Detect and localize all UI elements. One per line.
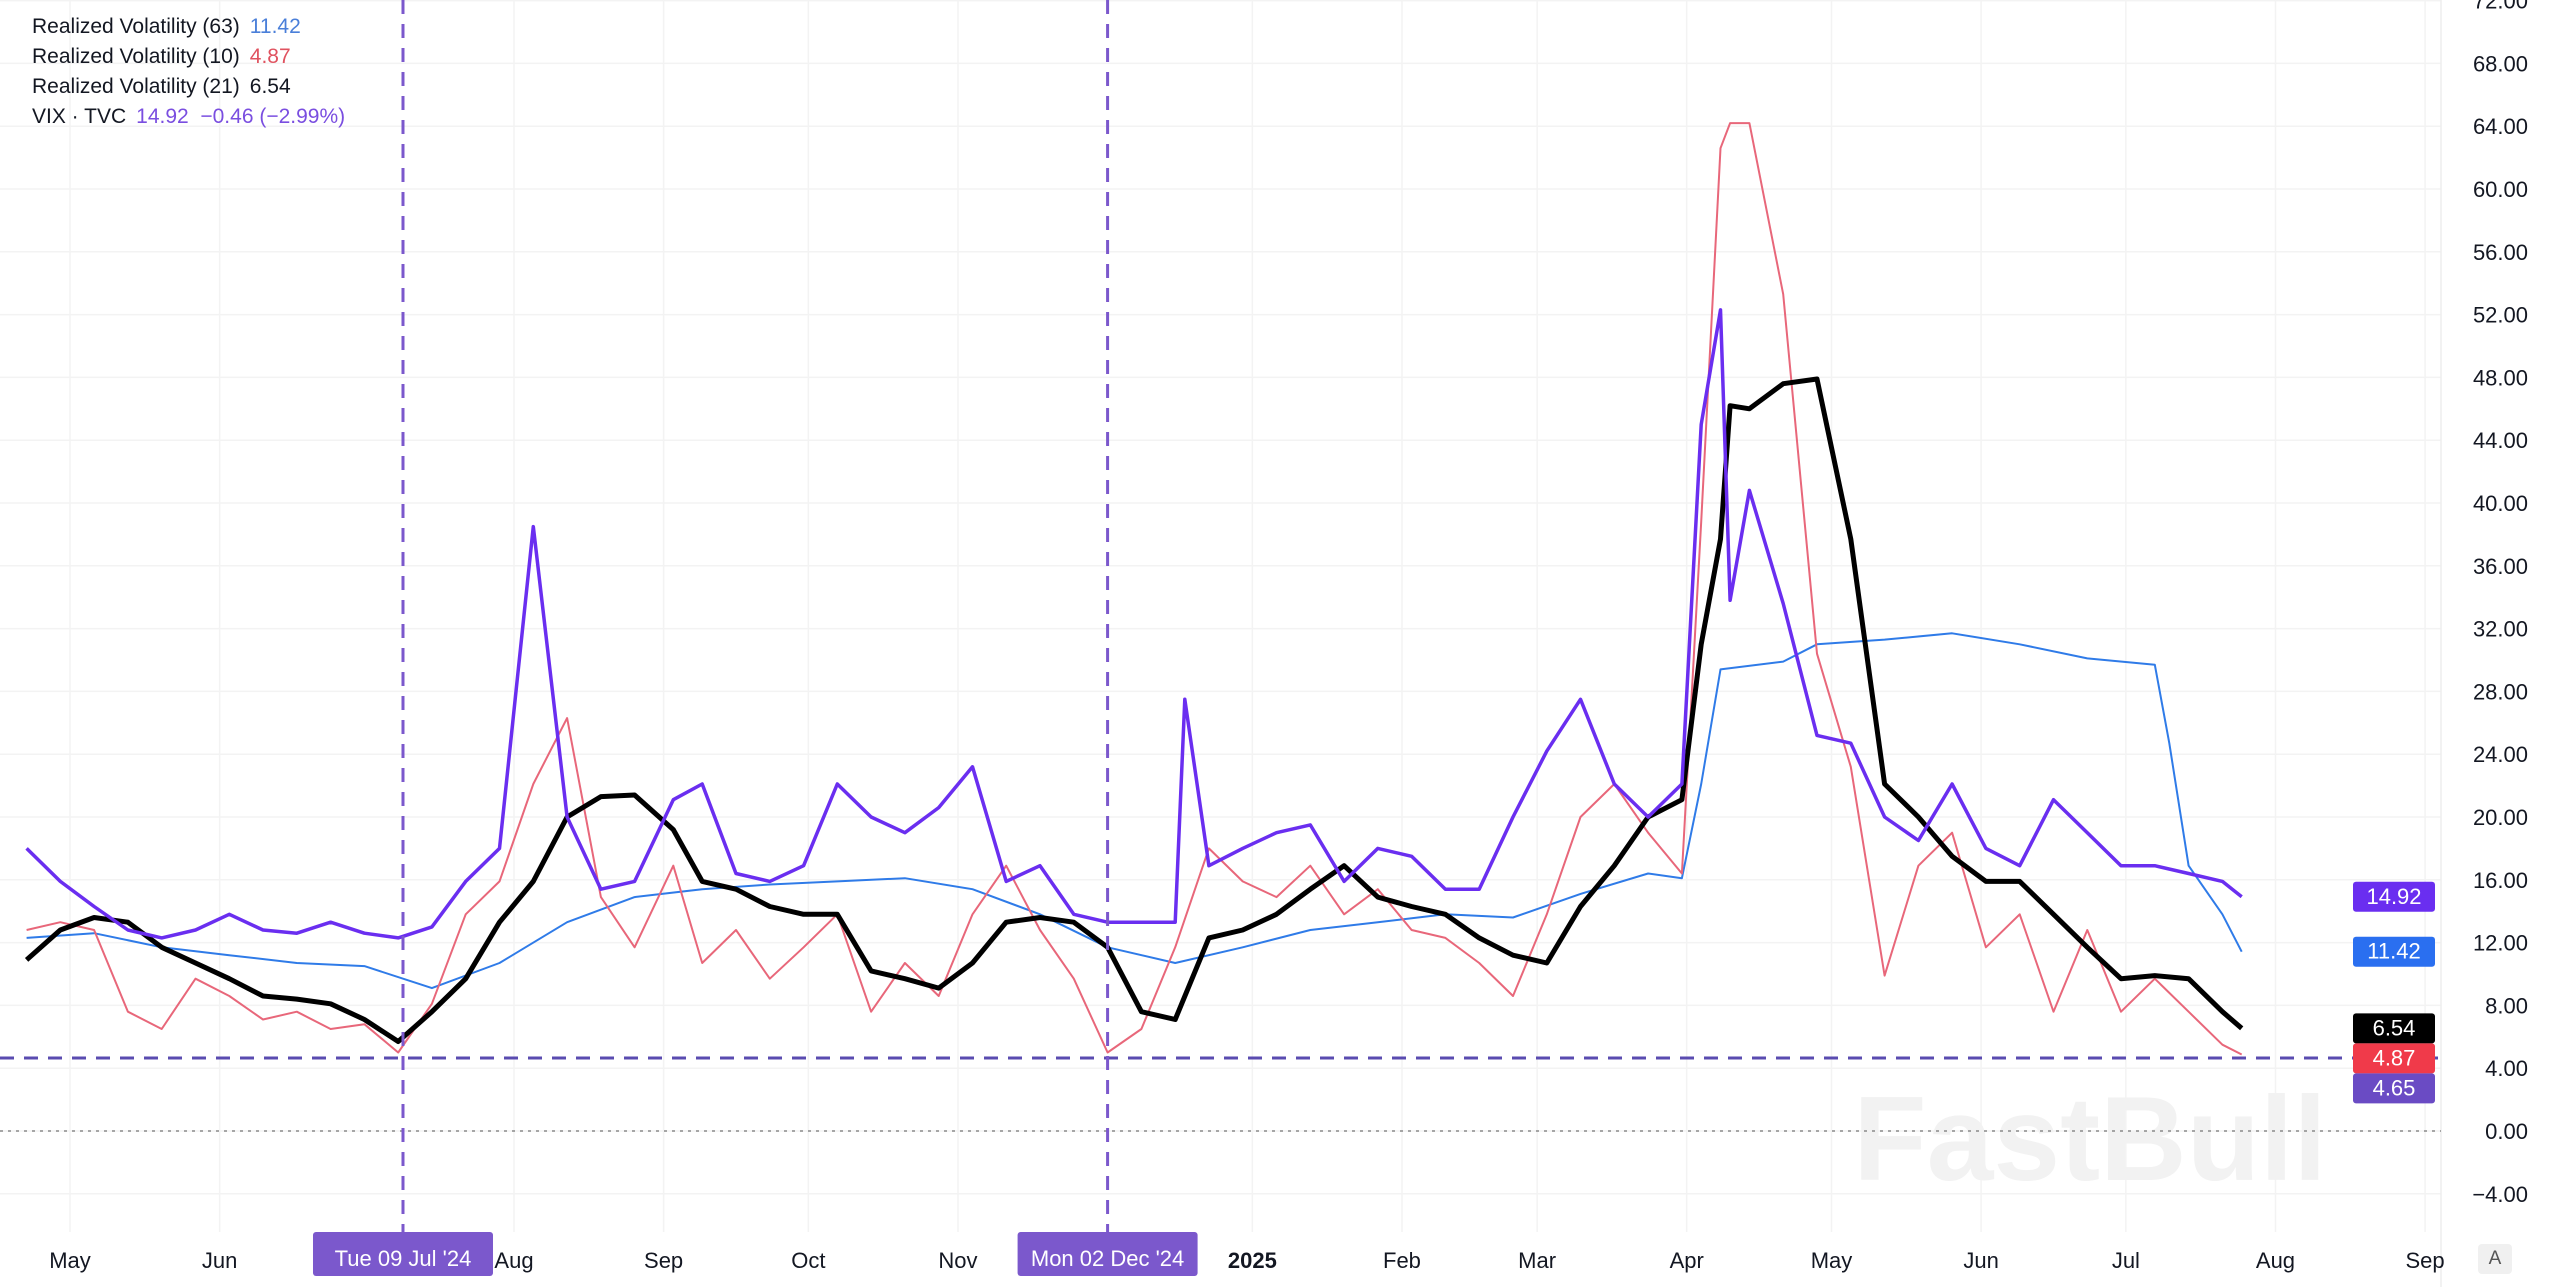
y-tick-label: 56.00 bbox=[2473, 240, 2528, 265]
price-badge bbox=[2353, 881, 2435, 912]
y-tick-label: 20.00 bbox=[2473, 805, 2528, 830]
legend-value: 4.87 bbox=[249, 45, 291, 68]
legend-label: Realized Volatility (10) bbox=[32, 45, 240, 68]
y-tick-label: 52.00 bbox=[2473, 303, 2528, 328]
price-badge bbox=[2353, 1013, 2435, 1044]
x-tick-label: Aug bbox=[494, 1248, 533, 1273]
legend-value: 6.54 bbox=[249, 75, 291, 98]
x-tick-label: Apr bbox=[1670, 1248, 1704, 1273]
y-tick-label: 0.00 bbox=[2485, 1119, 2528, 1144]
y-tick-label: 28.00 bbox=[2473, 679, 2528, 704]
x-tick-label: Sep bbox=[644, 1248, 683, 1273]
y-tick-label: 60.00 bbox=[2473, 177, 2528, 202]
legend-row-vix[interactable]: VIX · TVC 14.92 −0.46 (−2.99%) bbox=[32, 102, 345, 132]
price-badge-label: 14.92 bbox=[2366, 884, 2421, 909]
crosshair-date-label: Mon 02 Dec '24 bbox=[1031, 1246, 1184, 1271]
x-tick-label: Jun bbox=[1963, 1248, 1998, 1273]
y-tick-label: 44.00 bbox=[2473, 428, 2528, 453]
x-tick-label: May bbox=[1811, 1248, 1853, 1273]
legend-value: 11.42 bbox=[249, 15, 301, 38]
series-line-3 bbox=[25, 308, 2243, 940]
legend-label: VIX · TVC bbox=[32, 105, 127, 128]
x-tick-label: Mar bbox=[1518, 1248, 1556, 1273]
y-tick-label: 12.00 bbox=[2473, 931, 2528, 956]
legend-value: 14.92 −0.46 (−2.99%) bbox=[136, 105, 346, 128]
legend-label: Realized Volatility (21) bbox=[32, 75, 240, 98]
series-line-2 bbox=[24, 376, 2244, 1044]
x-tick-label: Feb bbox=[1383, 1248, 1421, 1273]
x-tick-label: 2025 bbox=[1228, 1248, 1277, 1273]
auto-scale-button[interactable]: A bbox=[2478, 1244, 2512, 1274]
y-tick-label: 24.00 bbox=[2473, 742, 2528, 767]
legend-row-rv10[interactable]: Realized Volatility (10) 4.87 bbox=[32, 42, 345, 72]
crosshair-date-badge bbox=[1017, 1232, 1198, 1276]
crosshair-date-label: Tue 09 Jul '24 bbox=[335, 1246, 472, 1271]
price-badge bbox=[2353, 1073, 2435, 1104]
y-tick-label: 40.00 bbox=[2473, 491, 2528, 516]
x-tick-label: Jul bbox=[2112, 1248, 2140, 1273]
series-line-1 bbox=[26, 122, 2243, 1056]
price-badge-label: 4.65 bbox=[2373, 1075, 2416, 1100]
y-tick-label: 16.00 bbox=[2473, 868, 2528, 893]
y-tick-label: 8.00 bbox=[2485, 993, 2528, 1018]
price-badge bbox=[2353, 1043, 2435, 1074]
price-badge-label: 11.42 bbox=[2367, 939, 2420, 964]
y-tick-label: −4.00 bbox=[2472, 1182, 2528, 1207]
y-tick-label: 4.00 bbox=[2485, 1056, 2528, 1081]
y-tick-label: 32.00 bbox=[2473, 617, 2528, 642]
price-badge-label: 6.54 bbox=[2373, 1015, 2416, 1040]
y-tick-label: 48.00 bbox=[2473, 365, 2528, 390]
price-badge bbox=[2353, 936, 2435, 967]
y-tick-label: 68.00 bbox=[2473, 51, 2528, 76]
price-badge-label: 4.87 bbox=[2373, 1045, 2416, 1070]
x-tick-label: Oct bbox=[791, 1248, 825, 1273]
legend-row-rv21[interactable]: Realized Volatility (21) 6.54 bbox=[32, 72, 345, 102]
y-tick-label: 72.00 bbox=[2473, 0, 2528, 14]
x-tick-label: Aug bbox=[2256, 1248, 2295, 1273]
series-line-0 bbox=[26, 632, 2243, 990]
crosshair-date-badge bbox=[312, 1232, 493, 1276]
watermark-logo: FastBull bbox=[1853, 1072, 2326, 1206]
y-tick-label: 64.00 bbox=[2473, 114, 2528, 139]
x-tick-label: May bbox=[49, 1248, 91, 1273]
legend-label: Realized Volatility (63) bbox=[32, 15, 240, 38]
x-tick-label: Nov bbox=[938, 1248, 977, 1273]
y-tick-label: 36.00 bbox=[2473, 554, 2528, 579]
legend: Realized Volatility (63) 11.42 Realized V… bbox=[32, 12, 345, 132]
x-tick-label: Jun bbox=[202, 1248, 237, 1273]
legend-row-rv63[interactable]: Realized Volatility (63) 11.42 bbox=[32, 12, 345, 42]
x-tick-label: Sep bbox=[2406, 1248, 2445, 1273]
